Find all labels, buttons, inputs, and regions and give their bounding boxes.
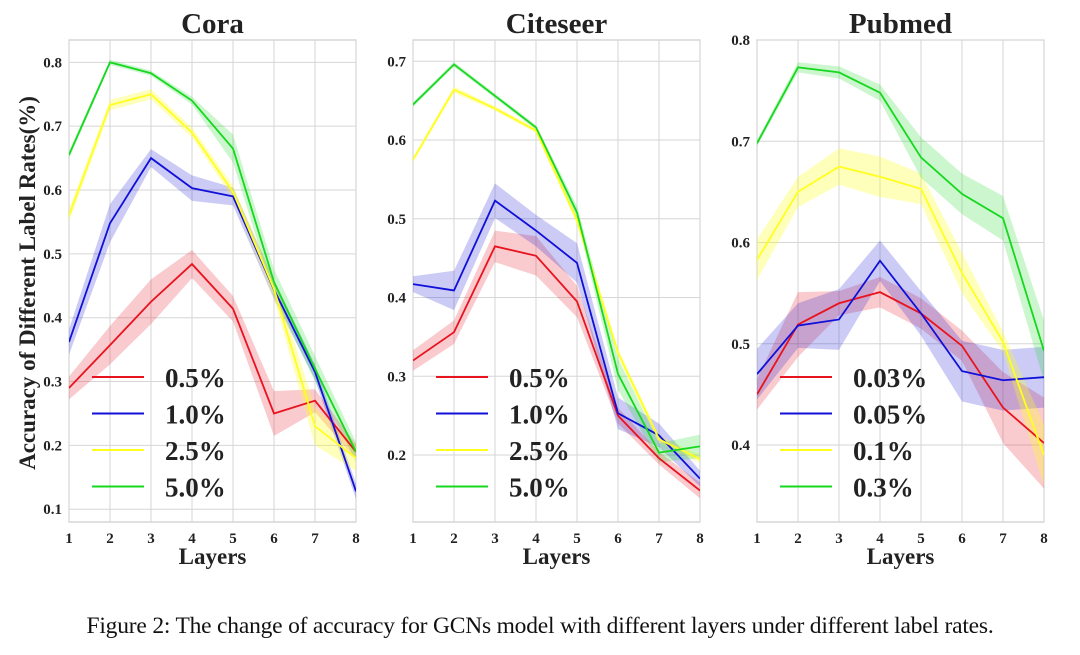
x-tick-label: 1 bbox=[65, 531, 73, 547]
y-tick-label: 0.5 bbox=[43, 247, 62, 263]
legend-label: 2.5% bbox=[509, 436, 570, 466]
confidence-band-0.5% bbox=[413, 230, 700, 499]
y-tick-label: 0.8 bbox=[43, 55, 62, 71]
x-axis-label: Layers bbox=[179, 544, 247, 569]
legend-label: 2.5% bbox=[165, 436, 226, 466]
y-tick-label: 0.4 bbox=[43, 311, 62, 327]
plot-area bbox=[68, 39, 357, 523]
panel-pubmed: 1 2 3 4 5 6 7 8 0.4 0.5 0.6 0.7 0.8 Pubmed Layers 0.03%… bbox=[731, 8, 1048, 569]
plot-area bbox=[412, 39, 701, 523]
series-line-2.5% bbox=[69, 93, 356, 459]
y-tick-label: 0.1 bbox=[43, 502, 62, 518]
confidence-band-2.5% bbox=[69, 89, 356, 471]
chart-title: Cora bbox=[181, 8, 244, 40]
chart-title: Pubmed bbox=[849, 8, 952, 40]
series-line-0.1% bbox=[757, 165, 1044, 456]
x-tick-label: 1 bbox=[753, 531, 761, 547]
legend-label: 5.0% bbox=[165, 473, 226, 503]
x-tick-label: 2 bbox=[450, 531, 458, 547]
legend-label: 0.05% bbox=[853, 400, 927, 430]
x-axis-label: Layers bbox=[867, 544, 935, 569]
x-tick-label: 7 bbox=[655, 531, 663, 547]
y-tick-label: 0.6 bbox=[387, 133, 406, 149]
legend-label: 5.0% bbox=[509, 473, 570, 503]
figure: Accuracy of Different Label Rates(%) 1 2 3… bbox=[15, 8, 1048, 569]
x-tick-label: 4 bbox=[188, 531, 196, 547]
series-line-2.5% bbox=[413, 88, 700, 460]
confidence-band-0.05% bbox=[757, 240, 1044, 411]
confidence-band-0.5% bbox=[69, 250, 356, 460]
x-tick-label: 6 bbox=[270, 531, 278, 547]
data-layer bbox=[413, 62, 700, 499]
series-line-1.0% bbox=[69, 156, 356, 492]
y-tick-label: 0.6 bbox=[731, 236, 750, 252]
series-line-0.05% bbox=[757, 259, 1044, 382]
x-tick-label: 6 bbox=[958, 531, 966, 547]
data-layer bbox=[757, 62, 1044, 489]
panel-citeseer: 1 2 3 4 5 6 7 8 0.2 0.3 0.4 0.5 0.6 0.7 Citeseer Layers… bbox=[387, 8, 704, 569]
figure-caption: Figure 2: The change of accuracy for GCN… bbox=[86, 613, 994, 639]
legend-label: 1.0% bbox=[509, 400, 570, 430]
x-tick-label: 3 bbox=[491, 531, 499, 547]
x-tick-label: 8 bbox=[352, 531, 360, 547]
y-tick-label: 0.2 bbox=[43, 438, 62, 454]
x-tick-label: 8 bbox=[1040, 531, 1048, 547]
y-tick-label: 0.7 bbox=[387, 54, 406, 70]
series-line-5.0% bbox=[69, 61, 356, 453]
x-tick-label: 2 bbox=[106, 531, 114, 547]
y-tick-label: 0.5 bbox=[731, 337, 750, 353]
series-line-1.0% bbox=[413, 199, 700, 480]
y-tick-label: 0.8 bbox=[731, 33, 750, 49]
x-tick-label: 6 bbox=[614, 531, 622, 547]
plot-area bbox=[756, 39, 1045, 523]
y-tick-label: 0.7 bbox=[731, 134, 750, 150]
y-tick-label: 0.2 bbox=[387, 448, 406, 464]
confidence-band-1.0% bbox=[413, 183, 700, 487]
legend-label: 0.1% bbox=[853, 436, 914, 466]
x-tick-label: 3 bbox=[147, 531, 155, 547]
legend-label: 1.0% bbox=[165, 400, 226, 430]
x-tick-label: 1 bbox=[409, 531, 417, 547]
y-tick-label: 0.3 bbox=[387, 369, 406, 385]
x-tick-label: 2 bbox=[794, 531, 802, 547]
series-line-0.5% bbox=[413, 245, 700, 492]
x-tick-label: 5 bbox=[917, 531, 925, 547]
y-tick-label: 0.7 bbox=[43, 119, 62, 135]
confidence-band-0.1% bbox=[757, 148, 1044, 486]
x-tick-label: 5 bbox=[229, 531, 237, 547]
panel-cora: 1 2 3 4 5 6 7 8 0.1 0.2 0.3 0.4 0.5 0.6 0.7 0.8 Cora Laye… bbox=[43, 8, 360, 569]
x-tick-label: 8 bbox=[696, 531, 704, 547]
y-tick-label: 0.3 bbox=[43, 375, 62, 391]
legend-label: 0.3% bbox=[853, 473, 914, 503]
x-axis-label: Layers bbox=[523, 544, 591, 569]
x-tick-label: 3 bbox=[835, 531, 843, 547]
x-tick-label: 7 bbox=[999, 531, 1007, 547]
series-line-0.03% bbox=[757, 291, 1044, 444]
data-layer bbox=[69, 59, 356, 500]
legend-label: 0.5% bbox=[509, 363, 570, 393]
y-tick-label: 0.4 bbox=[387, 291, 406, 307]
legend-label: 0.03% bbox=[853, 363, 927, 393]
y-tick-label: 0.4 bbox=[731, 438, 750, 454]
x-tick-label: 4 bbox=[532, 531, 540, 547]
legend-label: 0.5% bbox=[165, 363, 226, 393]
y-axis-label: Accuracy of Different Label Rates(%) bbox=[15, 96, 40, 470]
x-tick-label: 4 bbox=[876, 531, 884, 547]
x-tick-label: 7 bbox=[311, 531, 319, 547]
x-tick-label: 5 bbox=[573, 531, 581, 547]
y-tick-label: 0.6 bbox=[43, 183, 62, 199]
chart-title: Citeseer bbox=[506, 8, 608, 40]
series-line-0.3% bbox=[757, 66, 1044, 352]
series-line-5.0% bbox=[413, 63, 700, 454]
y-tick-label: 0.5 bbox=[387, 212, 406, 228]
